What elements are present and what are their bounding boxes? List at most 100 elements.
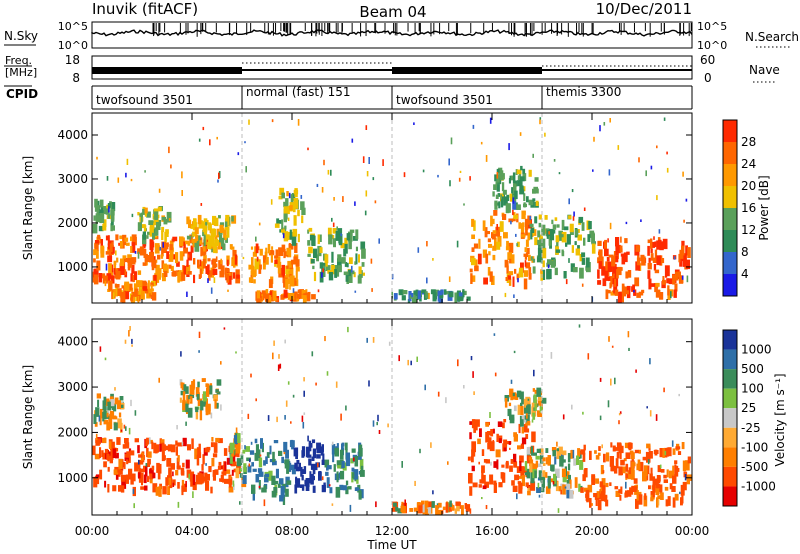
heatmap-cell [556,449,560,460]
heatmap-cell [395,507,399,512]
heatmap-cell [530,481,536,491]
heatmap-cell [308,458,312,466]
x-tick-label: 00:00 [75,524,110,538]
heatmap-cell [289,229,292,240]
heatmap-cell [301,415,304,422]
heatmap-cell [516,204,521,210]
freq-right-tick-bottom: 0 [704,71,712,85]
heatmap-cell [643,495,648,507]
heatmap-cell [278,354,280,359]
heatmap-cell [678,393,680,397]
heatmap-cell [261,487,265,493]
heatmap-cell [305,446,310,458]
heatmap-cell [103,396,107,406]
heatmap-cell [614,466,618,474]
heatmap-cell [157,254,161,260]
heatmap-cell [685,198,688,202]
heatmap-cell [503,232,508,239]
heatmap-cell [493,480,497,485]
heatmap-cell [258,222,261,226]
heatmap-cell [122,255,127,261]
heatmap-cell [205,267,210,274]
freq-panel: Freq. [MHz] 18 8 60 0 Nave [4,53,780,85]
heatmap-cell [539,117,542,120]
heatmap-cell [422,169,425,173]
heatmap-cell [439,295,444,299]
heatmap-cell [156,462,160,473]
heatmap-cell [632,486,638,492]
heatmap-cell [301,290,306,294]
heatmap-cell [119,264,125,275]
heatmap-cell [624,286,629,295]
heatmap-cell [517,180,521,187]
heatmap-cell [488,251,491,256]
heatmap-cell [589,450,592,460]
heatmap-cell [198,443,201,453]
heatmap-cell [426,503,432,514]
heatmap-cell [204,472,208,482]
heatmap-cell [495,194,499,199]
heatmap-cell [268,295,272,303]
heatmap-cell [190,245,194,253]
heatmap-cell [93,258,96,263]
heatmap-cell [197,398,203,407]
heatmap-cell [128,468,133,480]
heatmap-cell [470,455,474,463]
heatmap-cell [425,291,428,299]
heatmap-cell [279,229,282,233]
heatmap-cell [601,266,606,276]
heatmap-cell [437,174,439,178]
heatmap-cell [283,451,286,455]
heatmap-cell [519,391,524,400]
heatmap-cell [283,209,288,220]
heatmap-cell [274,223,280,228]
heatmap-cell [149,241,155,248]
heatmap-cell [366,337,368,343]
heatmap-cell [183,483,187,492]
colorbar-tick-label: -1000 [741,479,776,493]
heatmap-cell [526,404,531,415]
heatmap-cell [294,462,298,469]
velocity-cbar-label: Velocity [m s⁻¹] [773,373,787,466]
freq-segment [92,67,242,74]
heatmap-cell [607,261,612,273]
heatmap-cell [648,278,652,290]
heatmap-cell [589,498,592,508]
heatmap-cell [524,472,529,476]
heatmap-cell [281,228,285,233]
heatmap-cell [372,177,375,181]
heatmap-cell [226,227,229,235]
heatmap-cell [603,453,606,463]
heatmap-cell [183,241,186,249]
heatmap-cell [525,225,528,236]
colorbar-tick-label: 20 [741,179,756,193]
heatmap-cell [317,234,320,245]
heatmap-cell [109,270,114,276]
heatmap-cell [125,172,127,178]
heatmap-cell [117,467,121,473]
heatmap-cell [534,403,537,412]
heatmap-cell [231,461,236,467]
heatmap-cell [107,484,110,493]
heatmap-cell [286,247,291,256]
heatmap-cell [242,475,247,484]
heatmap-cell [185,481,187,488]
heatmap-cell [617,145,620,150]
heatmap-cell [568,198,570,205]
heatmap-cell [438,502,442,508]
heatmap-cell [550,352,553,359]
heatmap-cell [187,271,192,275]
heatmap-cell [226,469,231,474]
heatmap-cell [115,250,117,256]
heatmap-cell [559,455,564,467]
heatmap-cell [542,462,546,466]
heatmap-cell [353,469,359,480]
heatmap-cell [554,217,558,221]
heatmap-cell [419,448,421,454]
heatmap-cell [265,247,268,256]
heatmap-cell [662,238,668,250]
heatmap-cell [134,438,139,443]
heatmap-cell [168,146,170,154]
heatmap-cell [157,469,161,480]
heatmap-cell [113,422,118,431]
